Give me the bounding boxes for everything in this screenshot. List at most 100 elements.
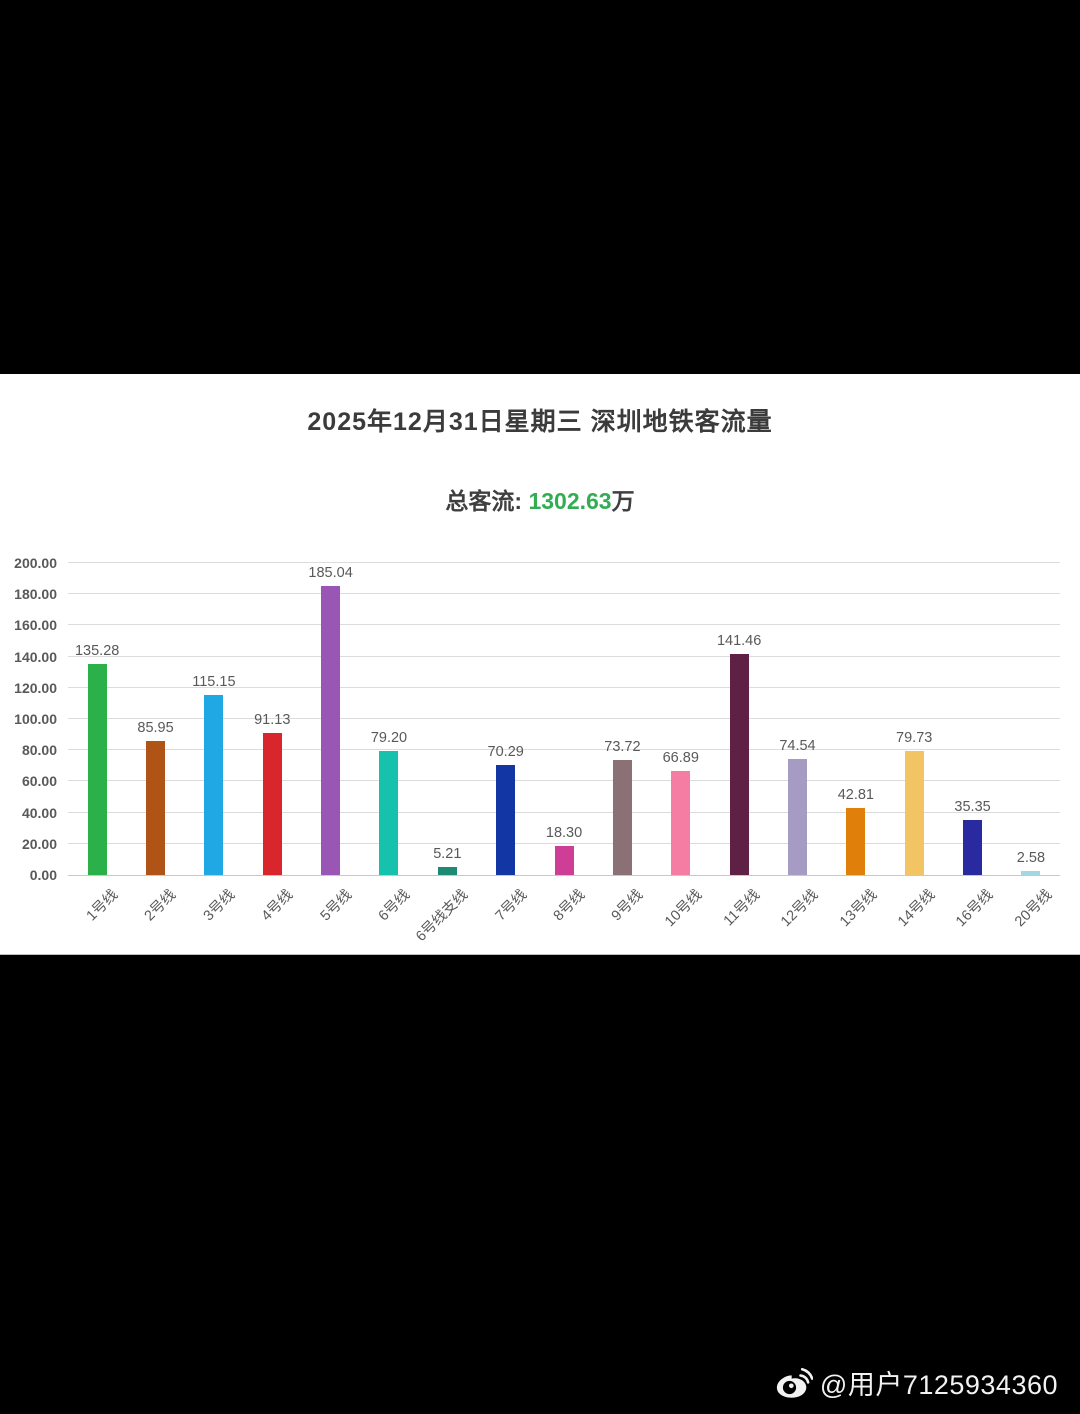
x-axis-category-label: 6号线支线 [413, 886, 472, 945]
bar-column-3号线: 115.15 3号线 [185, 563, 243, 924]
subtitle-label: 总客流: [445, 488, 529, 514]
bar-13号线: 42.81 [838, 787, 874, 875]
x-axis-category-label: 8号线 [550, 886, 589, 925]
bar-value-label: 74.54 [779, 737, 816, 754]
weibo-watermark: @用户7125934360 [775, 1363, 1058, 1402]
bar-value-label: 91.13 [254, 711, 291, 728]
bar-value-label: 141.46 [716, 633, 762, 650]
x-axis-category-label: 9号线 [609, 886, 647, 925]
bar-column-9号线: 73.72 9号线 [593, 563, 651, 924]
bar-chart-plot-area: 135.28 1号线 85.95 2号线 115.15 3号线 91.13 4号线 185.04… [68, 562, 1060, 945]
bar-8号线: 18.30 [546, 825, 582, 875]
x-axis-category-label: 11号线 [720, 886, 764, 930]
bar-value-label: 85.95 [137, 719, 174, 736]
bar-column-13号线: 42.81 13号线 [827, 563, 885, 930]
bar-series: 135.28 1号线 85.95 2号线 115.15 3号线 91.13 4号线 185.04… [68, 563, 1060, 945]
gridline [68, 655, 1060, 657]
x-axis-category-label: 16号线 [953, 886, 997, 931]
subtitle-total-value: 1302.63 [528, 488, 612, 514]
bar-value-label: 35.35 [954, 798, 991, 815]
bar-value-label: 79.73 [896, 729, 933, 746]
y-axis-tick-label: 120.00 [14, 679, 57, 696]
bar-column-8号线: 18.30 8号线 [535, 563, 593, 924]
subtitle-unit: 万 [611, 488, 635, 514]
y-axis-tick-label: 180.00 [14, 586, 57, 603]
x-axis-category-label: 1号线 [83, 886, 122, 925]
chart-title: 2025年12月31日星期三 深圳地铁客流量 [307, 408, 773, 436]
bar-5号线: 185.04 [308, 565, 353, 875]
bar-column-2号线: 85.95 2号线 [126, 563, 184, 924]
bar-value-label: 135.28 [74, 642, 120, 659]
bar-20号线: 2.58 [1017, 850, 1045, 875]
bar-10号线: 66.89 [663, 750, 699, 875]
x-axis-category-label: 12号线 [778, 886, 822, 931]
bar-2号线: 85.95 [137, 720, 174, 875]
bar-column-6号线: 79.20 6号线 [360, 563, 418, 924]
gridline [68, 842, 1060, 844]
x-axis-category-label: 10号线 [661, 886, 705, 931]
bar-column-14号线: 79.73 14号线 [885, 563, 943, 930]
chart-panel: 2025年12月31日星期三 深圳地铁客流量 总客流: 1302.63万 200… [0, 374, 1080, 955]
bar-value-label: 73.72 [604, 739, 641, 755]
bar-value-label: 185.04 [308, 565, 353, 582]
bar-12号线: 74.54 [779, 738, 816, 875]
y-axis-labels: 200.00 180.00 160.00 140.00 120.00 100.00 80.0… [0, 555, 57, 883]
bar-column-12号线: 74.54 12号线 [768, 563, 826, 930]
bar-value-label: 66.89 [662, 749, 699, 766]
gridline [68, 686, 1060, 688]
bar-column-11号线: 141.46 11号线 [710, 563, 768, 929]
bar-9号线: 73.72 [604, 739, 641, 875]
bar-column-20号线: 2.58 20号线 [1002, 563, 1060, 930]
gridline [68, 718, 1060, 719]
bar-1号线: 135.28 [75, 643, 119, 875]
y-axis-tick-label: 160.00 [14, 617, 57, 634]
bar-column-16号线: 35.35 16号线 [943, 563, 1001, 930]
bar-7号线: 70.29 [488, 744, 524, 875]
watermark-username: @用户7125934360 [819, 1370, 1058, 1400]
gridline [68, 749, 1060, 751]
chart-subtitle: 总客流: 1302.63万 [0, 482, 1080, 516]
gridline [68, 593, 1060, 595]
y-axis-tick-label: 140.00 [14, 648, 57, 665]
bar-11号线: 141.46 [717, 633, 761, 875]
bar-value-label: 5.21 [433, 845, 462, 862]
gridline [68, 562, 1060, 563]
x-axis-category-label: 2号线 [142, 886, 180, 925]
bar-column-4号线: 91.13 4号线 [243, 563, 301, 925]
x-axis-category-label: 3号线 [200, 886, 239, 925]
bar-value-label: 42.81 [837, 787, 874, 804]
y-axis-tick-label: 100.00 [14, 711, 57, 727]
x-axis-category-label: 20号线 [1011, 886, 1056, 931]
y-axis-tick-label: 20.00 [21, 835, 57, 852]
bar-3号线: 115.15 [192, 674, 236, 875]
bar-value-label: 79.20 [370, 730, 408, 747]
gridline [68, 624, 1060, 626]
bar-column-7号线: 70.29 7号线 [477, 563, 535, 924]
bar-4号线: 91.13 [254, 712, 290, 875]
y-axis-tick-label: 0.00 [29, 867, 57, 883]
bar-6号线支线: 5.21 [433, 846, 461, 875]
bar-column-10号线: 66.89 10号线 [652, 563, 710, 930]
x-axis-category-label: 6号线 [375, 886, 414, 925]
y-axis-tick-label: 80.00 [21, 742, 57, 759]
x-axis-category-label: 7号线 [492, 886, 530, 925]
bar-16号线: 35.35 [954, 799, 991, 875]
x-axis-category-label: 14号线 [895, 886, 939, 931]
bar-value-label: 115.15 [192, 674, 236, 691]
y-axis-tick-label: 40.00 [21, 804, 57, 821]
bar-column-5号线: 185.04 5号线 [301, 563, 359, 924]
bar-value-label: 70.29 [487, 744, 524, 761]
y-axis-tick-label: 60.00 [21, 773, 57, 790]
y-axis-tick-label: 200.00 [14, 555, 57, 571]
x-axis-category-label: 5号线 [317, 886, 355, 925]
x-axis-line [68, 875, 1060, 876]
x-axis-category-label: 13号线 [836, 886, 881, 931]
gridline [68, 811, 1060, 813]
bar-14号线: 79.73 [896, 730, 932, 875]
bar-column-1号线: 135.28 1号线 [68, 563, 126, 924]
weibo-icon [776, 1367, 813, 1398]
x-axis-category-label: 4号线 [258, 886, 297, 925]
bar-value-label: 18.30 [545, 825, 583, 842]
gridline [68, 780, 1060, 782]
